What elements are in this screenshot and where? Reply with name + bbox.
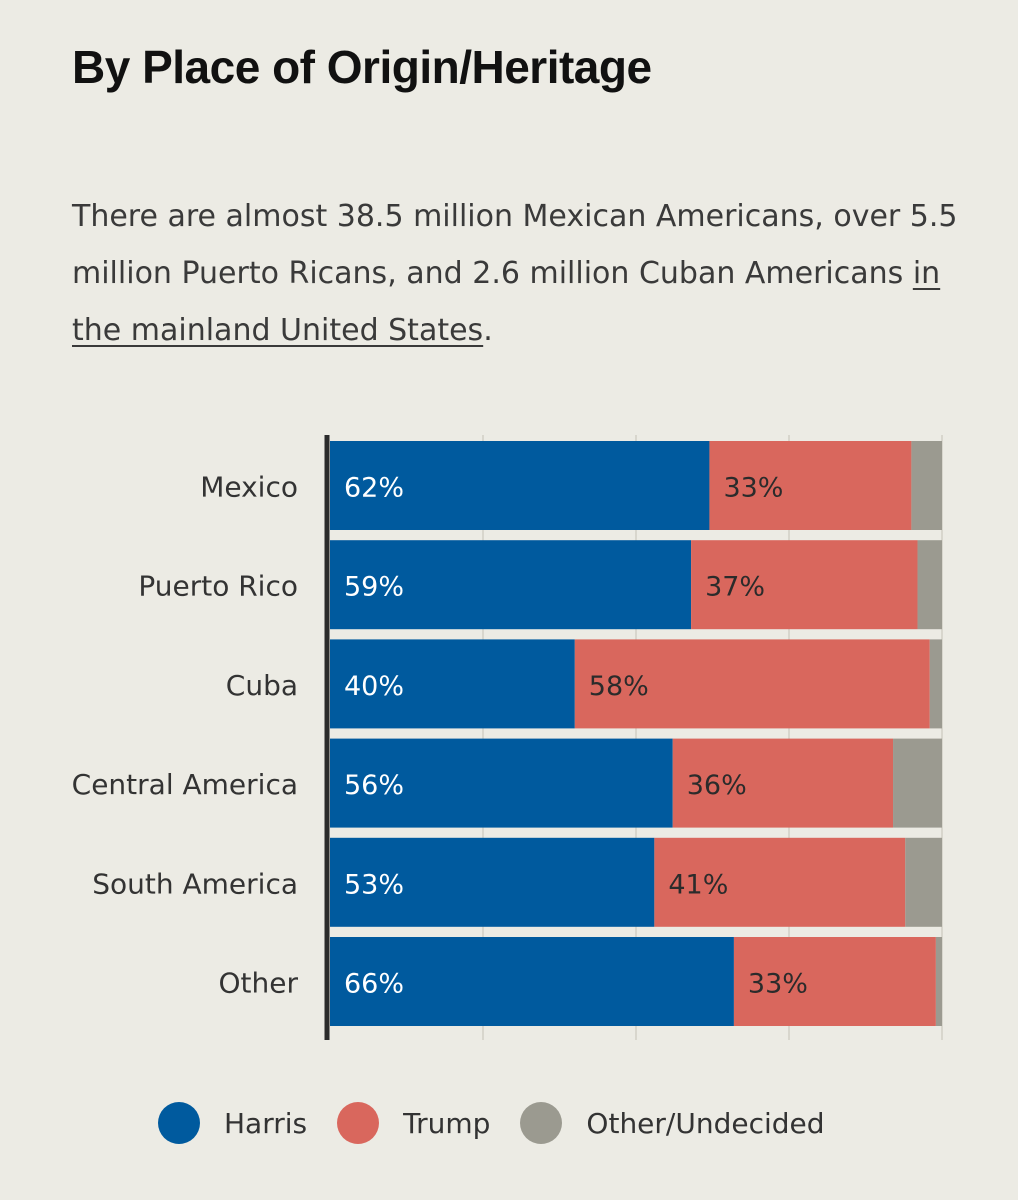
legend-label-harris: Harris — [224, 1106, 308, 1140]
bar-harris-1 — [330, 540, 692, 630]
legend-item-other: Other/Undecided — [520, 1102, 825, 1144]
bar-harris-4 — [330, 837, 655, 927]
bar-other-3 — [893, 738, 942, 828]
bar-harris-3 — [330, 738, 673, 828]
bar-trump-0 — [709, 441, 912, 530]
category-label: South America — [92, 867, 298, 900]
bar-harris-5 — [330, 937, 734, 1026]
category-label: Other — [218, 967, 298, 1000]
trump-value-label: 36% — [687, 770, 747, 801]
harris-value-label: 53% — [344, 869, 404, 900]
legend-swatch-other — [520, 1102, 563, 1144]
trump-value-label: 41% — [668, 869, 728, 900]
legend-swatch-harris — [158, 1102, 200, 1144]
category-label: Mexico — [200, 471, 298, 504]
mainland-us-link[interactable]: in the mainland United States — [72, 256, 941, 348]
legend-swatch-trump — [337, 1102, 380, 1144]
bar-trump-4 — [654, 837, 906, 927]
chart-legend: Harris Trump Other/Undecided — [158, 1102, 855, 1144]
trump-value-label: 37% — [705, 572, 765, 603]
category-label: Cuba — [226, 669, 298, 702]
description-text: There are almost 38.5 million Mexican Am… — [72, 199, 958, 291]
bar-harris-2 — [330, 639, 575, 729]
category-label: Central America — [72, 768, 298, 801]
harris-value-label: 40% — [344, 671, 404, 702]
description-suffix: . — [483, 313, 493, 348]
category-label: Puerto Rico — [138, 570, 298, 603]
stacked-bar-chart: Mexico 62% 33% Puerto Rico 59% 37% Cuba 40% 58% C… — [72, 435, 943, 1040]
legend-item-trump: Trump — [337, 1102, 490, 1144]
bar-other-5 — [935, 937, 942, 1026]
harris-value-label: 59% — [344, 572, 404, 603]
chart-description: There are almost 38.5 million Mexican Am… — [72, 188, 972, 359]
harris-value-label: 56% — [344, 770, 404, 801]
bar-trump-5 — [733, 937, 936, 1026]
trump-value-label: 33% — [748, 969, 808, 1000]
harris-value-label: 66% — [344, 969, 404, 1000]
trump-value-label: 33% — [723, 473, 783, 504]
bar-trump-2 — [574, 639, 930, 729]
trump-value-label: 58% — [589, 671, 649, 702]
legend-label-trump: Trump — [403, 1106, 491, 1140]
bar-harris-0 — [330, 441, 710, 530]
harris-value-label: 62% — [344, 473, 404, 504]
bar-trump-3 — [672, 738, 894, 828]
legend-item-harris: Harris — [158, 1102, 307, 1144]
legend-label-other: Other/Undecided — [586, 1106, 825, 1140]
bar-other-1 — [917, 540, 942, 630]
bar-other-4 — [905, 837, 942, 927]
bar-other-0 — [911, 441, 942, 530]
bar-other-2 — [929, 639, 942, 729]
bar-trump-1 — [691, 540, 918, 630]
chart-title: By Place of Origin/Heritage — [72, 41, 652, 93]
